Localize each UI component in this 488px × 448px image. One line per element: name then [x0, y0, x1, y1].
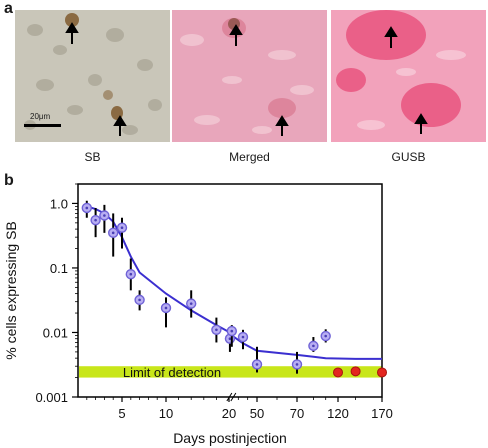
y-tick-label: 0.01 — [43, 325, 68, 340]
micrograph-sb — [15, 10, 170, 142]
plot-layer: Limit of detection 1.0 0.1 0.01 0.001 5 10 20 50… — [3, 183, 393, 446]
micrograph-gusb-label: GUSB — [391, 150, 426, 164]
data-point-center — [189, 302, 193, 305]
x-axis-break — [226, 392, 233, 402]
y-tick-label: 0.1 — [50, 261, 68, 276]
detection-band-label: Limit of detection — [123, 365, 221, 380]
data-point-center — [103, 214, 106, 217]
data-point-center — [255, 363, 259, 366]
micrograph-merged — [172, 10, 327, 142]
x-tick-label: 20 — [222, 406, 236, 421]
micrograph-merged-image — [172, 10, 327, 142]
x-tick-label: 170 — [371, 406, 393, 421]
panel-b-letter: b — [4, 172, 14, 189]
y-axis-label: % cells expressing SB — [3, 221, 19, 360]
y-tick-label: 0.001 — [35, 390, 68, 405]
micrograph-merged-label: Merged — [229, 150, 270, 164]
data-point-center — [241, 335, 245, 339]
data-point-center — [312, 344, 315, 348]
data-point-center — [129, 272, 133, 276]
y-tick-label: 1.0 — [50, 196, 68, 211]
micrograph-sb-label: SB — [84, 150, 101, 164]
below-detection-point — [377, 367, 387, 378]
x-tick-label: 10 — [159, 406, 173, 421]
x-axis-break — [230, 392, 237, 402]
data-point-center — [230, 329, 234, 333]
data-point-center — [94, 218, 97, 222]
below-detection-point — [333, 367, 343, 378]
x-tick-label: 70 — [290, 406, 304, 421]
panel-a-letter: a — [4, 0, 13, 17]
x-tick-label: 120 — [327, 406, 349, 421]
plot-frame — [77, 183, 383, 398]
x-tick-label: 50 — [250, 406, 264, 421]
data-point-center — [120, 226, 124, 230]
x-axis-label: Days postinjection — [173, 430, 287, 446]
x-tick-label: 5 — [118, 406, 125, 421]
data-point-center — [215, 328, 218, 332]
micrograph-sb-image — [15, 10, 170, 142]
data-point-center — [111, 231, 115, 235]
data-point-center — [85, 206, 89, 210]
data-point-center — [164, 306, 168, 310]
data-point-center — [324, 334, 328, 338]
scale-bar — [24, 124, 61, 127]
decay-chart: Limit of detection 1.0 0.1 0.01 0.001 5 10 20 50… — [3, 183, 393, 446]
micrograph-gusb-image — [331, 10, 486, 142]
data-point-center — [228, 337, 232, 341]
micrograph-gusb — [331, 10, 486, 142]
below-detection-point — [350, 366, 361, 377]
detection-band — [79, 366, 382, 378]
data-point-center — [295, 363, 299, 366]
data-point-center — [138, 298, 141, 302]
scale-bar-label: 20μm — [30, 112, 51, 121]
